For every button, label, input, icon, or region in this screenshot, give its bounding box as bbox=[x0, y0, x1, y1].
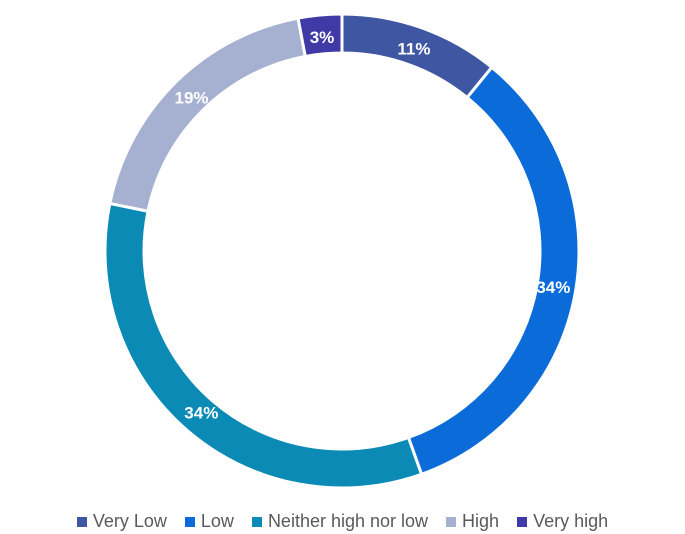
legend-item: Low bbox=[184, 511, 234, 532]
chart-legend: Very Low Low Neither high nor low High Very … bbox=[0, 511, 685, 532]
data-label: 34% bbox=[536, 278, 570, 297]
legend-swatch bbox=[517, 516, 528, 527]
donut-slice bbox=[108, 16, 308, 214]
donut-data-labels: 11% 34% 34% 19% 3% bbox=[174, 28, 570, 422]
donut-slice bbox=[103, 201, 424, 490]
donut-slices bbox=[103, 12, 581, 490]
legend-swatch bbox=[446, 516, 457, 527]
donut-slice bbox=[296, 12, 344, 59]
data-label: 19% bbox=[174, 89, 208, 108]
legend-label: High bbox=[462, 511, 500, 531]
data-label: 3% bbox=[310, 28, 335, 47]
legend-label: Neither high nor low bbox=[267, 511, 429, 531]
legend-label: Very Low bbox=[92, 511, 167, 531]
legend-swatch bbox=[251, 516, 262, 527]
data-label: 34% bbox=[184, 403, 218, 422]
data-label: 11% bbox=[397, 39, 430, 58]
legend-item: High bbox=[446, 511, 499, 532]
donut-slice bbox=[406, 65, 581, 477]
legend-swatch bbox=[184, 516, 195, 527]
legend-item: Very Low bbox=[76, 511, 167, 532]
legend-item: Neither high nor low bbox=[251, 511, 429, 532]
legend-item: Very high bbox=[517, 511, 608, 532]
legend-label: Very high bbox=[533, 511, 609, 531]
legend-label: Low bbox=[200, 511, 234, 531]
legend-swatch bbox=[76, 516, 87, 527]
